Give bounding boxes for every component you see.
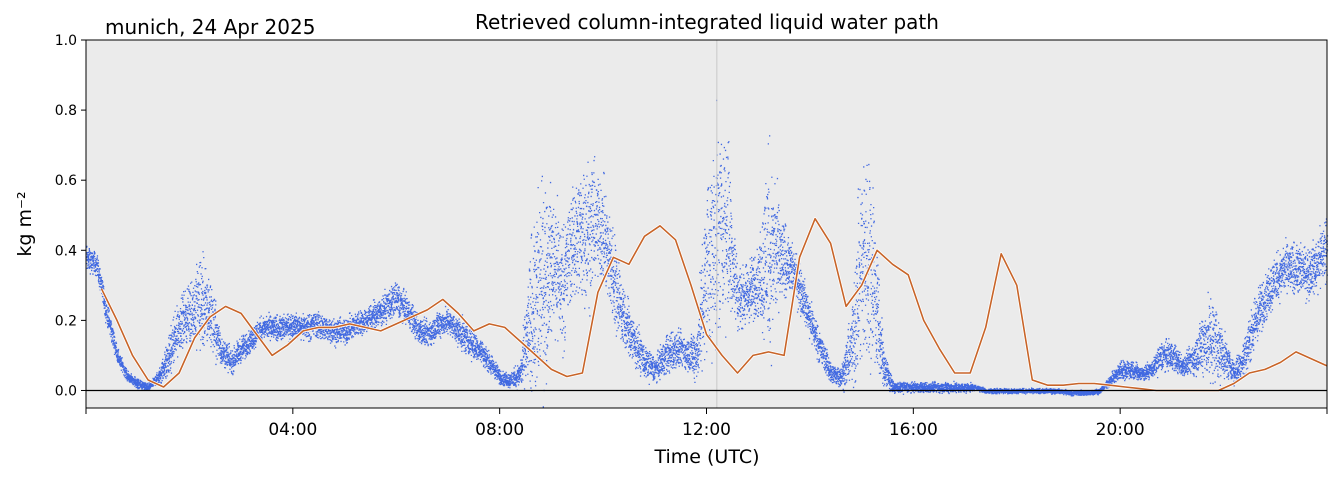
- x-axis-label: Time (UTC): [653, 446, 759, 468]
- x-tick-label: 04:00: [268, 420, 317, 440]
- y-tick-label: 1.0: [55, 33, 77, 49]
- scatter-series: [86, 99, 1329, 408]
- y-tick-label: 0.0: [55, 383, 77, 399]
- plot-area: [86, 40, 1327, 408]
- y-tick-label: 0.4: [55, 243, 77, 259]
- x-tick-label: 20:00: [1096, 420, 1145, 440]
- y-axis: 0.0 0.2 0.4 0.6 0.8 1.0: [55, 33, 86, 399]
- y-tick-label: 0.6: [55, 173, 77, 189]
- chart-title: Retrieved column-integrated liquid water…: [475, 10, 939, 34]
- smoothed-series: [100, 217, 1328, 393]
- y-tick-label: 0.8: [55, 103, 77, 119]
- x-tick-label: 12:00: [682, 420, 731, 440]
- x-axis: 04:00 08:00 12:00 16:00 20:00: [85, 408, 1328, 440]
- x-tick-label: 16:00: [889, 420, 938, 440]
- chart-subtitle: munich, 24 Apr 2025: [105, 15, 315, 39]
- y-tick-label: 0.2: [55, 313, 77, 329]
- scatter-points: [86, 99, 1329, 408]
- y-axis-label: kg m⁻²: [14, 191, 36, 256]
- smoothed-line: [100, 217, 1328, 392]
- x-tick-label: 08:00: [475, 420, 524, 440]
